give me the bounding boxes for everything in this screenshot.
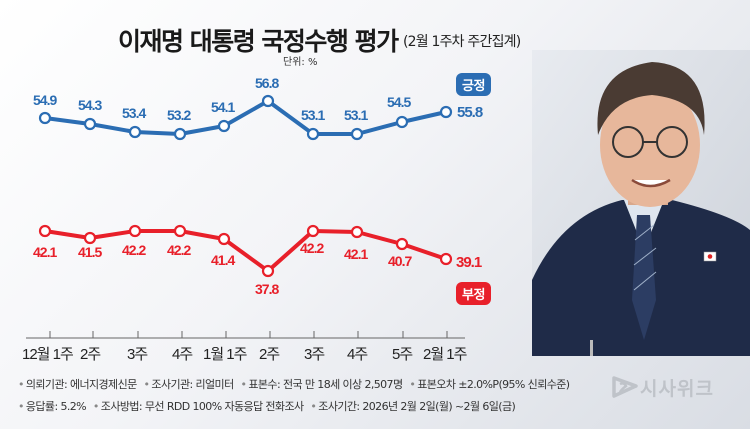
- x-tick-label: 5주: [392, 346, 413, 363]
- pos-label-5: 56.8: [255, 75, 279, 91]
- pos-label-3: 53.2: [167, 107, 191, 123]
- x-tick-label: 4주: [172, 346, 193, 363]
- neg-label-0: 42.1: [33, 244, 57, 260]
- chart-subtitle: (2월 1주차 주간집계): [403, 34, 521, 50]
- neg-label-9: 39.1: [456, 254, 482, 271]
- footer-agency: 조사기관: 리얼미터: [151, 378, 234, 391]
- x-tick-label: 2주: [259, 346, 280, 363]
- positive-labels: 54.9 54.3 53.4 53.2 54.1 56.8 53.1 53.1 …: [33, 75, 484, 123]
- footer-sample: 표본수: 전국 만 18세 이상 2,507명: [248, 378, 403, 391]
- pos-label-7: 53.1: [344, 107, 368, 123]
- neg-label-5: 37.8: [255, 281, 279, 297]
- pos-label-6: 53.1: [301, 107, 325, 123]
- footer-method: 조사방법: 무선 RDD 100% 자동응답 전화조사: [100, 400, 304, 413]
- logo-text: 시사위크: [640, 377, 714, 400]
- logo-mark-icon: [612, 376, 638, 398]
- neg-label-3: 42.2: [167, 242, 191, 258]
- x-tick-label: 12월 1주: [22, 346, 74, 363]
- footer-line-1: • 의뢰기관: 에너지경제신문 • 조사기관: 리얼미터 • 표본수: 전국 만 18…: [18, 378, 570, 391]
- footer-client: 의뢰기관: 에너지경제신문: [25, 378, 137, 391]
- pos-label-1: 54.3: [78, 97, 102, 113]
- negative-markers: [38, 224, 453, 278]
- pos-label-0: 54.9: [33, 92, 57, 108]
- sisaweek-logo: 시사위크: [610, 372, 714, 402]
- chart-title: 이재명 대통령 국정수행 평가: [118, 27, 399, 56]
- pos-label-8: 54.5: [387, 94, 411, 110]
- x-tick-label: 3주: [127, 346, 148, 363]
- unit-label: 단위: %: [283, 57, 318, 68]
- x-tick-label: 2월 1주: [423, 346, 467, 363]
- positive-line: [44, 99, 447, 136]
- neg-label-4: 41.4: [211, 252, 235, 268]
- neg-label-7: 42.1: [344, 246, 368, 262]
- positive-markers: [38, 94, 453, 141]
- neg-label-1: 41.5: [78, 244, 102, 260]
- footer-error: 표본오차 ±2.0%P(95% 신뢰수준): [417, 378, 570, 391]
- x-tick-label: 1월 1주: [203, 346, 247, 363]
- pos-label-2: 53.4: [122, 105, 146, 121]
- legend-positive-badge: 긍정: [456, 73, 491, 96]
- footer-line-2: • 응답률: 5.2% • 조사방법: 무선 RDD 100% 자동응답 전화조사 …: [18, 400, 516, 413]
- neg-label-8: 40.7: [388, 253, 412, 269]
- neg-label-2: 42.2: [122, 242, 146, 258]
- x-tick-label: 4주: [347, 346, 368, 363]
- x-axis: [26, 331, 465, 339]
- footer-response-rate: 응답률: 5.2%: [25, 400, 87, 413]
- pos-label-4: 54.1: [211, 99, 235, 115]
- neg-label-6: 42.2: [300, 240, 324, 256]
- footer-period: 조사기간: 2026년 2월 2일(월) ~2월 6일(금): [318, 400, 516, 413]
- legend-negative-badge: 부정: [456, 282, 491, 305]
- president-photo: [532, 50, 750, 356]
- pos-label-9: 55.8: [457, 104, 483, 121]
- x-tick-label: 3주: [304, 346, 325, 363]
- x-tick-label: 2주: [80, 346, 101, 363]
- negative-labels: 42.1 41.5 42.2 42.2 41.4 37.8 42.2 42.1 …: [33, 240, 483, 297]
- negative-line: [44, 229, 447, 273]
